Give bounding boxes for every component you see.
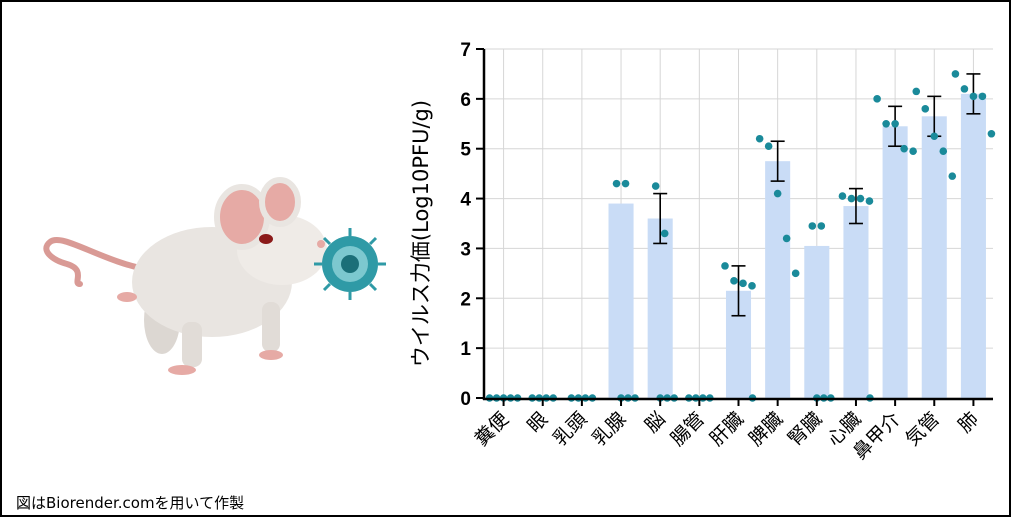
data-point (721, 262, 729, 270)
data-point (951, 70, 960, 78)
data-point (987, 129, 996, 138)
mouse-front-leg (262, 302, 280, 352)
data-point (921, 105, 930, 113)
data-point (748, 282, 756, 290)
bar (647, 218, 673, 398)
y-tick-label: 1 (460, 339, 471, 360)
y-axis-label: ウイルス力価(Log10PFU/g) (409, 100, 433, 367)
data-point (891, 119, 899, 128)
data-point (621, 179, 630, 188)
data-point (755, 134, 764, 143)
data-point (773, 189, 782, 198)
data-point (817, 222, 826, 230)
data-point (873, 95, 881, 103)
data-point (808, 222, 817, 230)
data-point (960, 85, 969, 93)
data-point (782, 234, 791, 243)
y-tick-label: 7 (460, 40, 471, 61)
mouse-foot-hind (168, 365, 196, 375)
mouse-foot-front (259, 350, 283, 360)
mouse-foot-back (117, 292, 137, 302)
mouse-tail (43, 237, 153, 287)
mouse-nose (317, 240, 325, 248)
virus-particle-icon (314, 228, 386, 300)
data-point (612, 179, 621, 188)
x-category-label: 乳腺 (588, 408, 630, 450)
x-category-label: 肝臓 (706, 408, 748, 450)
y-tick-label: 0 (460, 389, 471, 410)
data-point (882, 119, 890, 128)
data-point (838, 192, 847, 200)
data-point (739, 279, 747, 288)
bar (882, 126, 908, 399)
y-tick-label: 3 (460, 239, 471, 260)
bar (843, 206, 869, 398)
data-point (912, 87, 921, 96)
x-category-label: 脾臓 (745, 408, 787, 450)
x-category-label: 眼 (523, 408, 552, 437)
y-tick-label: 5 (460, 140, 471, 161)
bar (960, 93, 986, 398)
data-point (791, 269, 800, 278)
x-category-label: 糞便 (471, 408, 513, 450)
bar (921, 116, 947, 399)
bar (804, 245, 830, 398)
data-point (909, 147, 917, 156)
bar (765, 161, 791, 398)
y-tick-label: 6 (460, 90, 471, 111)
mouse-with-virus-illustration (43, 177, 386, 375)
data-point (847, 194, 856, 203)
mouse-hind-leg (182, 322, 202, 367)
x-category-label: 脳 (641, 408, 670, 437)
x-category-label: 腸管 (666, 408, 708, 450)
x-category-label: 腎臓 (784, 408, 826, 450)
data-point (730, 277, 738, 285)
data-point (651, 182, 660, 190)
mouse-eye (259, 234, 273, 244)
x-category-label: 乳頭 (549, 408, 591, 450)
data-point (764, 142, 773, 151)
mouse-ear-right (259, 177, 301, 227)
data-point (660, 229, 669, 238)
y-tick-label: 4 (460, 190, 471, 211)
data-point (948, 172, 957, 180)
data-point (865, 197, 874, 205)
data-point (969, 92, 978, 101)
data-point (930, 132, 939, 141)
x-category-label: 気管 (901, 408, 943, 450)
data-point (978, 92, 987, 101)
x-category-label: 肺 (954, 408, 983, 437)
data-point (939, 147, 948, 156)
y-tick-label: 2 (460, 289, 471, 310)
bar (608, 203, 634, 398)
data-point (900, 144, 908, 153)
data-point (856, 194, 865, 203)
credit-text: 図はBiorender.comを用いて作製 (16, 494, 245, 512)
